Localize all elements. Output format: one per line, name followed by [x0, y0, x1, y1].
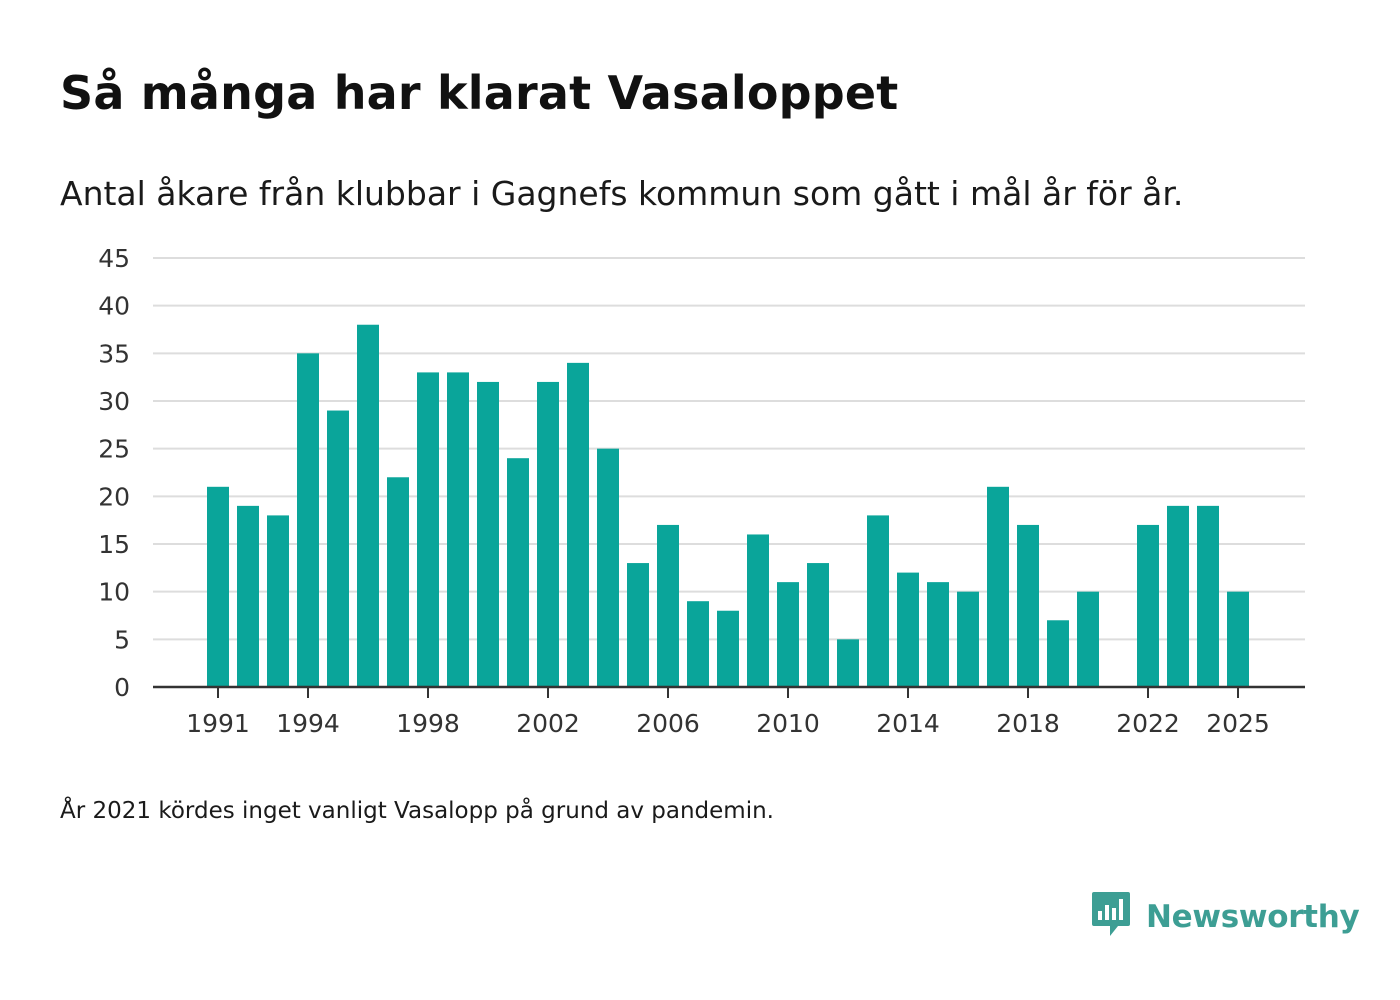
x-tick-label-1991: 1991: [186, 709, 250, 738]
bar-1991: [207, 486, 229, 687]
x-tick-label-2010: 2010: [756, 709, 820, 738]
bar-2005: [627, 563, 649, 687]
bar-2014: [897, 572, 919, 687]
x-tick-label-2002: 2002: [516, 709, 580, 738]
bar-2015: [927, 582, 949, 687]
bar-2019: [1047, 620, 1069, 687]
bar-2011: [807, 563, 829, 687]
bar-2009: [747, 534, 769, 687]
bar-2016: [957, 591, 979, 687]
bar-2024: [1197, 505, 1219, 687]
x-tick-label-2006: 2006: [636, 709, 700, 738]
y-tick-label-10: 10: [98, 578, 130, 607]
bar-1996: [357, 324, 379, 687]
bar-2013: [867, 515, 889, 687]
bar-2017: [987, 486, 1009, 687]
brand-logo: Newsworthy: [1090, 890, 1360, 944]
bar-2022: [1137, 524, 1159, 687]
chart-subtitle: Antal åkare från klubbar i Gagnefs kommu…: [60, 174, 1184, 213]
bar-1999: [447, 372, 469, 687]
bar-2003: [567, 362, 589, 687]
y-tick-label-30: 30: [98, 387, 130, 416]
bar-2023: [1167, 505, 1189, 687]
x-tick-label-2025: 2025: [1206, 709, 1270, 738]
bar-1997: [387, 477, 409, 687]
bar-2006: [657, 524, 679, 687]
y-tick-label-25: 25: [98, 435, 130, 464]
bar-2012: [837, 639, 859, 687]
y-tick-label-15: 15: [98, 530, 130, 559]
y-tick-label-0: 0: [114, 673, 130, 702]
chart-title: Så många har klarat Vasaloppet: [60, 66, 899, 120]
x-tick-label-2018: 2018: [996, 709, 1060, 738]
bar-2007: [687, 601, 709, 687]
bar-1995: [327, 410, 349, 687]
x-tick-label-2014: 2014: [876, 709, 940, 738]
bar-2025: [1227, 591, 1249, 687]
bar-2020: [1077, 591, 1099, 687]
bar-2018: [1017, 524, 1039, 687]
bar-1993: [267, 515, 289, 687]
x-tick-label-2022: 2022: [1116, 709, 1180, 738]
newsworthy-logo-icon: [1090, 890, 1132, 944]
bar-1998: [417, 372, 439, 687]
y-tick-label-45: 45: [98, 244, 130, 273]
footnote: År 2021 kördes inget vanligt Vasalopp på…: [60, 798, 774, 824]
x-tick-label-1998: 1998: [396, 709, 460, 738]
y-tick-label-35: 35: [98, 339, 130, 368]
y-tick-label-20: 20: [98, 482, 130, 511]
bar-2010: [777, 582, 799, 687]
y-tick-label-5: 5: [114, 625, 130, 654]
brand-name: Newsworthy: [1146, 899, 1360, 935]
bar-1994: [297, 353, 319, 687]
x-tick-label-1994: 1994: [276, 709, 340, 738]
y-tick-label-40: 40: [98, 292, 130, 321]
bar-2000: [477, 381, 499, 687]
bar-2002: [537, 381, 559, 687]
bar-2008: [717, 610, 739, 687]
bar-2001: [507, 458, 529, 687]
bar-1992: [237, 505, 259, 687]
bar-2004: [597, 448, 619, 687]
